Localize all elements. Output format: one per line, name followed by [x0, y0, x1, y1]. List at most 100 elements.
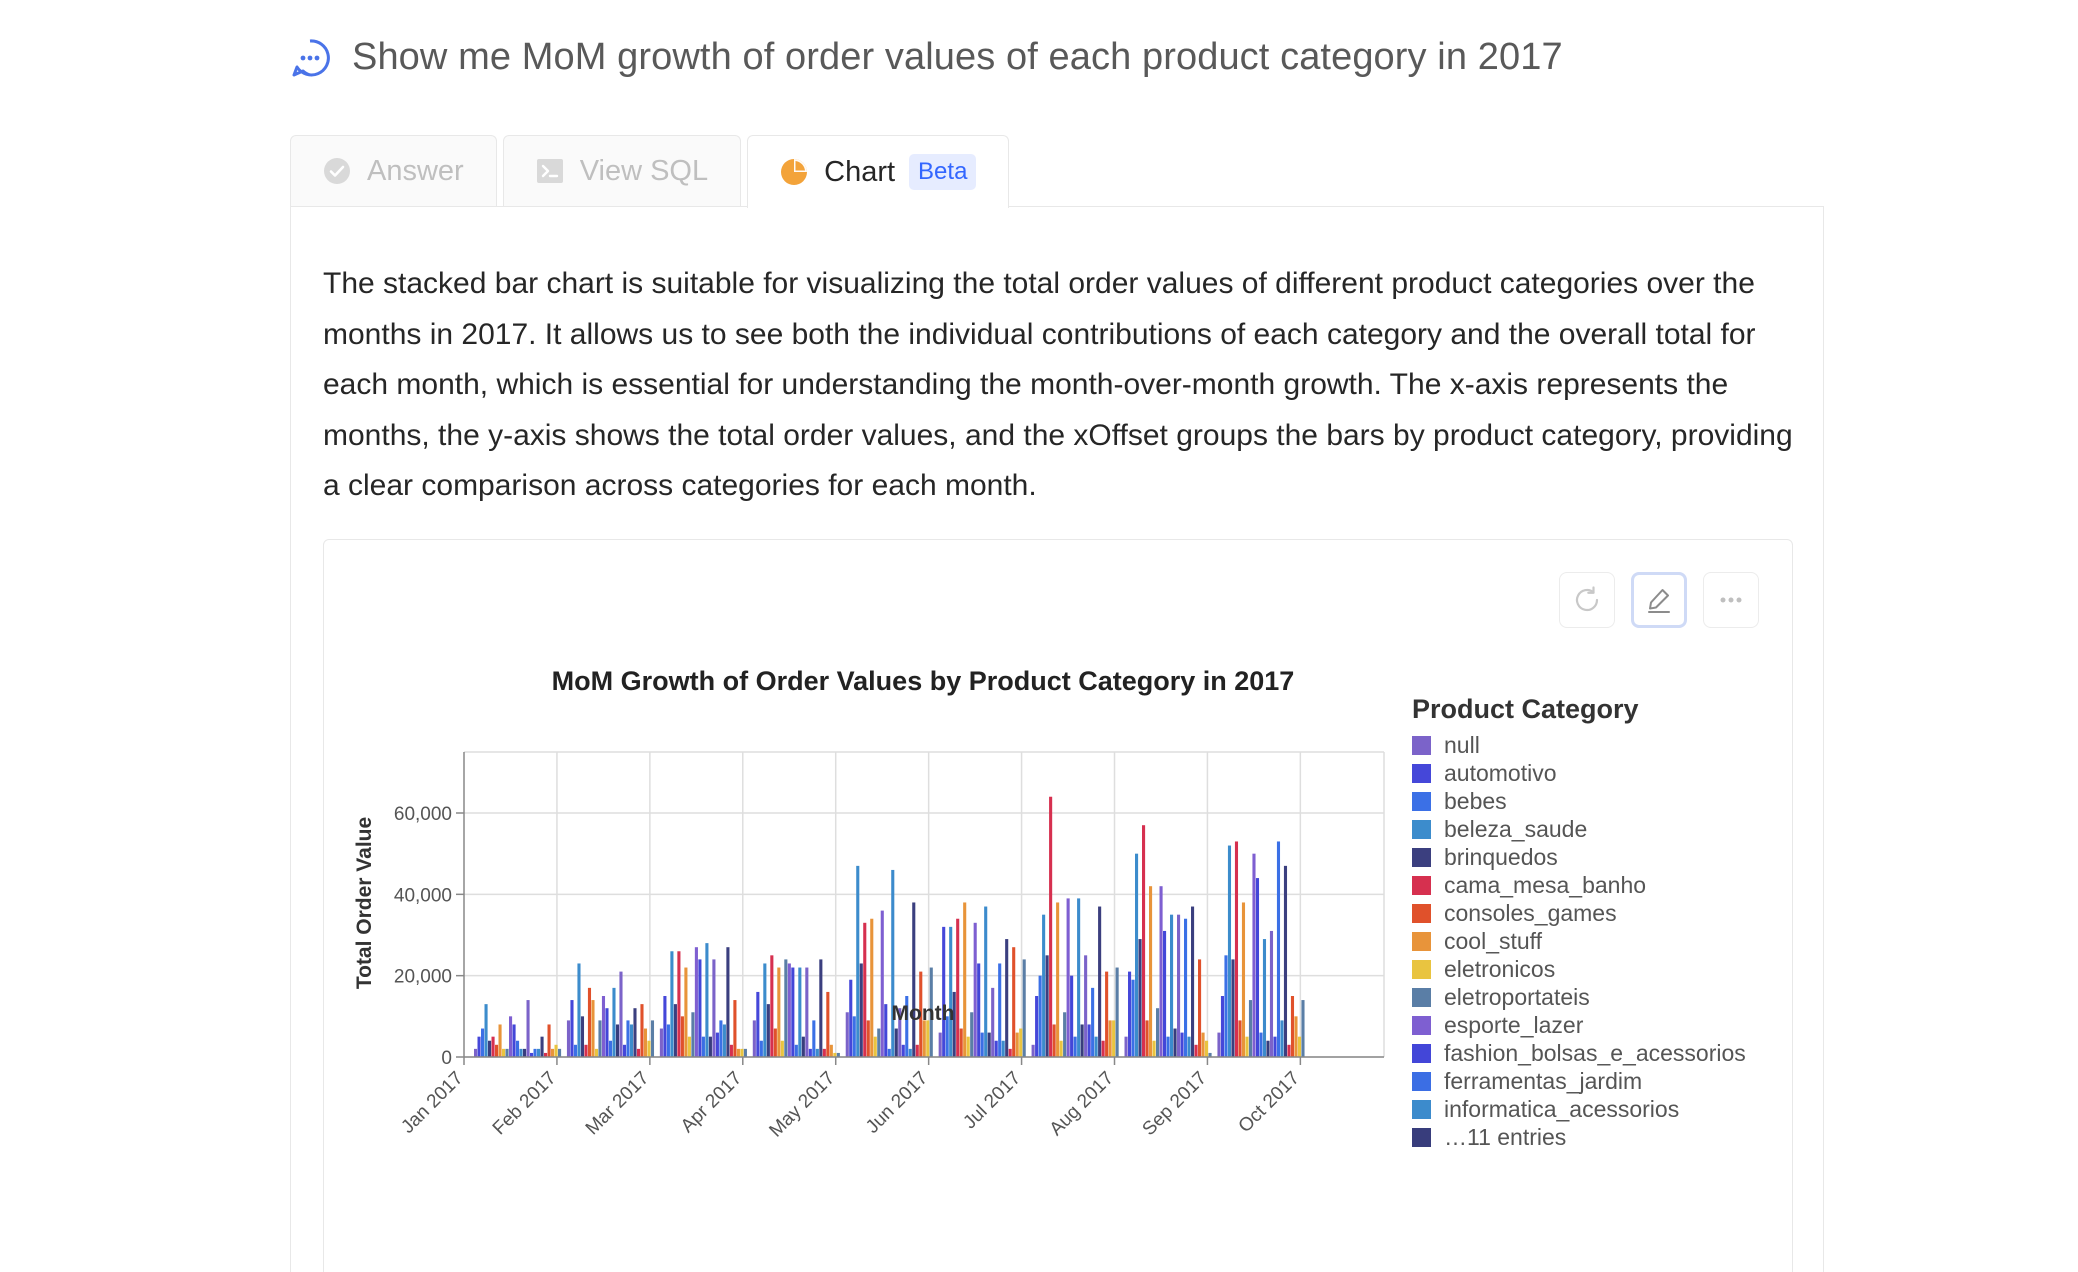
refresh-button[interactable]: [1559, 572, 1615, 628]
bar: [1191, 906, 1195, 1057]
bar: [523, 1048, 527, 1057]
bar: [684, 967, 688, 1057]
bar: [987, 1032, 991, 1057]
bar: [829, 1044, 833, 1057]
bar: [605, 1008, 609, 1057]
bar: [859, 963, 863, 1057]
bar: [805, 967, 809, 1057]
legend-swatch: [1412, 1044, 1431, 1063]
tab-chart-label: Chart: [824, 155, 896, 188]
bar: [984, 906, 988, 1057]
bar: [558, 1048, 562, 1057]
legend-swatch: [1412, 932, 1431, 951]
bar: [573, 1044, 578, 1057]
bar: [1059, 1040, 1063, 1057]
bar: [833, 1052, 837, 1057]
bar: [647, 1040, 651, 1057]
bar: [1045, 955, 1049, 1057]
legend-label: cool_stuff: [1444, 928, 1543, 954]
y-tick-label: 40,000: [394, 885, 452, 906]
bar: [1245, 1036, 1249, 1057]
bar: [1166, 1036, 1170, 1057]
bar: [970, 1012, 974, 1057]
bar: [787, 963, 791, 1057]
bar: [1184, 918, 1188, 1057]
question-text: Show me MoM growth of order values of ea…: [352, 36, 1563, 78]
legend-label: brinquedos: [1444, 844, 1558, 870]
bar: [866, 1020, 870, 1057]
bar: [566, 1020, 571, 1057]
bar: [905, 996, 909, 1057]
bar: [826, 991, 830, 1057]
tab-answer[interactable]: Answer: [290, 135, 497, 206]
y-tick-label: 20,000: [394, 967, 452, 988]
bar: [694, 947, 698, 1057]
bar: [945, 1016, 949, 1057]
bar: [912, 902, 916, 1057]
bar: [477, 1036, 481, 1057]
bar: [1135, 853, 1139, 1057]
legend-swatch: [1412, 1016, 1431, 1035]
bar: [1038, 975, 1042, 1057]
bar: [1170, 914, 1174, 1057]
bar: [1001, 1040, 1005, 1057]
bar: [822, 1048, 826, 1057]
bar: [794, 1044, 798, 1057]
edit-button[interactable]: [1631, 572, 1687, 628]
bar: [715, 1032, 719, 1057]
legend-swatch: [1412, 848, 1431, 867]
bar: [763, 963, 767, 1057]
beta-badge: Beta: [909, 154, 977, 190]
more-button[interactable]: [1703, 572, 1759, 628]
bar: [1177, 914, 1181, 1057]
bar: [756, 991, 760, 1057]
bar: [873, 1036, 877, 1057]
bar: [938, 1032, 942, 1057]
legend-swatch: [1412, 764, 1431, 783]
bar: [1198, 959, 1202, 1057]
legend-swatch: [1412, 960, 1431, 979]
bar: [908, 1048, 912, 1057]
bar: [591, 1000, 595, 1057]
question-header: Show me MoM growth of order values of ea…: [290, 36, 1563, 79]
bar: [1142, 825, 1146, 1057]
bar: [880, 910, 884, 1057]
bar: [766, 1004, 770, 1057]
bar: [798, 967, 802, 1057]
bar: [474, 1048, 478, 1057]
bar: [608, 1040, 613, 1057]
bar: [1084, 955, 1088, 1057]
bar: [1077, 898, 1081, 1057]
bar: [743, 1048, 747, 1057]
bar: [1073, 1036, 1077, 1057]
bar: [533, 1048, 537, 1057]
bar: [626, 1020, 630, 1057]
bar: [598, 1020, 602, 1057]
bar: [863, 922, 867, 1057]
check-circle-icon: [324, 158, 350, 184]
bar: [1266, 1040, 1270, 1057]
bar: [836, 1052, 840, 1057]
bar: [901, 1044, 905, 1057]
bar: [540, 1036, 544, 1057]
bar: [680, 1016, 684, 1057]
tab-chart[interactable]: Chart Beta: [747, 135, 1010, 208]
bar: [1022, 959, 1026, 1057]
bar: [1128, 971, 1132, 1057]
bar: [963, 902, 967, 1057]
bar: [1283, 865, 1288, 1057]
bar: [615, 1024, 620, 1057]
bar: [949, 926, 953, 1057]
bar: [601, 996, 606, 1057]
bar: [491, 1036, 495, 1057]
bar: [1145, 1020, 1149, 1057]
bar: [519, 1048, 523, 1057]
bar: [1301, 1000, 1305, 1057]
bar: [773, 1028, 777, 1057]
bar: [505, 1048, 509, 1057]
tab-view-sql[interactable]: View SQL: [502, 135, 742, 206]
bar: [1087, 1024, 1091, 1057]
bar: [759, 1040, 763, 1057]
bar: [636, 1048, 641, 1057]
bar: [952, 991, 956, 1057]
